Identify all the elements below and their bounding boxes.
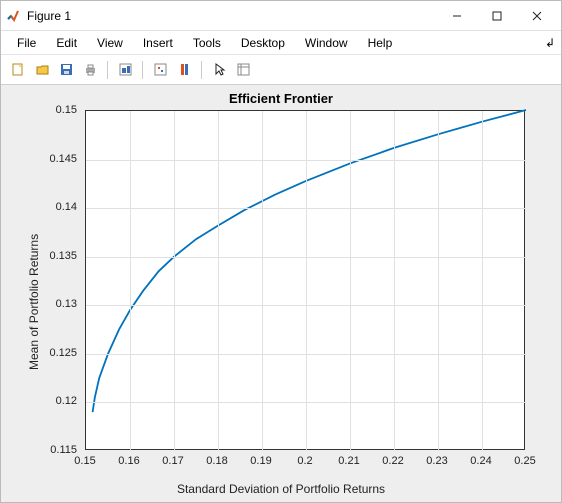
- grid-v: [174, 111, 175, 451]
- pointer-icon[interactable]: [208, 59, 230, 81]
- xtick-label: 0.19: [250, 455, 271, 467]
- figure-window: Figure 1 FileEditViewInsertToolsDesktopW…: [0, 0, 562, 503]
- colorbar-icon[interactable]: [173, 59, 195, 81]
- menubar: FileEditViewInsertToolsDesktopWindowHelp…: [1, 31, 561, 55]
- ytick-label: 0.15: [56, 104, 77, 116]
- plot-box: [85, 110, 525, 450]
- ytick-label: 0.135: [49, 250, 77, 262]
- xtick-label: 0.16: [118, 455, 139, 467]
- menu-item-view[interactable]: View: [87, 33, 133, 53]
- grid-v: [218, 111, 219, 451]
- close-button[interactable]: [517, 2, 557, 30]
- menu-item-tools[interactable]: Tools: [183, 33, 231, 53]
- ytick-label: 0.14: [56, 201, 77, 213]
- grid-h: [86, 354, 526, 355]
- maximize-button[interactable]: [477, 2, 517, 30]
- menu-item-help[interactable]: Help: [358, 33, 403, 53]
- grid-v: [350, 111, 351, 451]
- toolbar-separator: [142, 61, 143, 79]
- grid-v: [306, 111, 307, 451]
- xtick-label: 0.24: [470, 455, 491, 467]
- frontier-curve: [93, 110, 526, 412]
- chart-title: Efficient Frontier: [1, 91, 561, 106]
- menu-item-file[interactable]: File: [7, 33, 46, 53]
- titlebar: Figure 1: [1, 1, 561, 31]
- xtick-label: 0.17: [162, 455, 183, 467]
- ytick-label: 0.12: [56, 395, 77, 407]
- xtick-label: 0.21: [338, 455, 359, 467]
- new-figure-icon[interactable]: [7, 59, 29, 81]
- grid-h: [86, 160, 526, 161]
- matlab-icon: [5, 8, 21, 24]
- xtick-label: 0.22: [382, 455, 403, 467]
- ytick-label: 0.13: [56, 298, 77, 310]
- grid-h: [86, 208, 526, 209]
- xtick-label: 0.23: [426, 455, 447, 467]
- plot-area: Efficient Frontier Standard Deviation of…: [1, 85, 561, 502]
- ytick-label: 0.115: [50, 444, 77, 456]
- toolbar-separator: [201, 61, 202, 79]
- menu-item-desktop[interactable]: Desktop: [231, 33, 295, 53]
- x-axis-label: Standard Deviation of Portfolio Returns: [1, 482, 561, 496]
- open-icon[interactable]: [31, 59, 53, 81]
- grid-h: [86, 402, 526, 403]
- ytick-label: 0.145: [49, 153, 77, 165]
- panel-icon[interactable]: [232, 59, 254, 81]
- grid-v: [394, 111, 395, 451]
- xtick-label: 0.15: [74, 455, 95, 467]
- grid-h: [86, 257, 526, 258]
- menubar-overflow-icon[interactable]: ↲: [545, 36, 555, 50]
- grid-h: [86, 305, 526, 306]
- window-title: Figure 1: [27, 9, 437, 23]
- save-icon[interactable]: [55, 59, 77, 81]
- toolbar-separator: [107, 61, 108, 79]
- ytick-label: 0.125: [49, 347, 77, 359]
- xtick-label: 0.25: [514, 455, 535, 467]
- grid-v: [130, 111, 131, 451]
- menu-item-edit[interactable]: Edit: [46, 33, 87, 53]
- y-axis-label: Mean of Portfolio Returns: [27, 234, 41, 370]
- minimize-button[interactable]: [437, 2, 477, 30]
- grid-v: [438, 111, 439, 451]
- menu-item-insert[interactable]: Insert: [133, 33, 183, 53]
- xtick-label: 0.18: [206, 455, 227, 467]
- data-cursor-icon[interactable]: [149, 59, 171, 81]
- grid-v: [262, 111, 263, 451]
- link-icon[interactable]: [114, 59, 136, 81]
- grid-v: [482, 111, 483, 451]
- print-icon[interactable]: [79, 59, 101, 81]
- menu-item-window[interactable]: Window: [295, 33, 358, 53]
- toolbar: [1, 55, 561, 85]
- xtick-label: 0.2: [297, 455, 312, 467]
